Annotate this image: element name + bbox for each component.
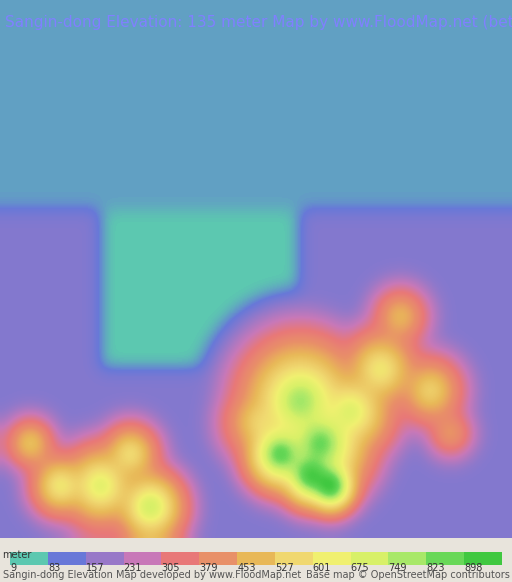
Bar bbox=[10, 552, 48, 565]
Bar bbox=[275, 552, 313, 565]
Bar bbox=[426, 552, 464, 565]
Text: 9: 9 bbox=[10, 563, 16, 573]
Text: 601: 601 bbox=[313, 563, 331, 573]
Text: 898: 898 bbox=[464, 563, 482, 573]
Text: 157: 157 bbox=[86, 563, 104, 573]
Bar bbox=[237, 552, 275, 565]
Bar bbox=[86, 552, 124, 565]
Bar bbox=[124, 552, 161, 565]
Bar bbox=[48, 552, 86, 565]
Bar bbox=[388, 552, 426, 565]
Text: 379: 379 bbox=[199, 563, 218, 573]
Text: Base map © OpenStreetMap contributors: Base map © OpenStreetMap contributors bbox=[306, 570, 509, 580]
Text: 231: 231 bbox=[124, 563, 142, 573]
Text: 83: 83 bbox=[48, 563, 60, 573]
Text: 823: 823 bbox=[426, 563, 444, 573]
Text: 305: 305 bbox=[161, 563, 180, 573]
Bar bbox=[199, 552, 237, 565]
Text: Sangin-dong Elevation Map developed by www.FloodMap.net: Sangin-dong Elevation Map developed by w… bbox=[3, 570, 301, 580]
Text: 675: 675 bbox=[351, 563, 369, 573]
Text: Sangin-dong Elevation: 135 meter Map by www.FloodMap.net (beta): Sangin-dong Elevation: 135 meter Map by … bbox=[5, 15, 512, 30]
Bar bbox=[464, 552, 502, 565]
Text: 527: 527 bbox=[275, 563, 294, 573]
Bar bbox=[161, 552, 199, 565]
Bar bbox=[313, 552, 351, 565]
Text: 749: 749 bbox=[388, 563, 407, 573]
Text: 453: 453 bbox=[237, 563, 255, 573]
Bar bbox=[351, 552, 388, 565]
Text: meter: meter bbox=[3, 550, 32, 560]
